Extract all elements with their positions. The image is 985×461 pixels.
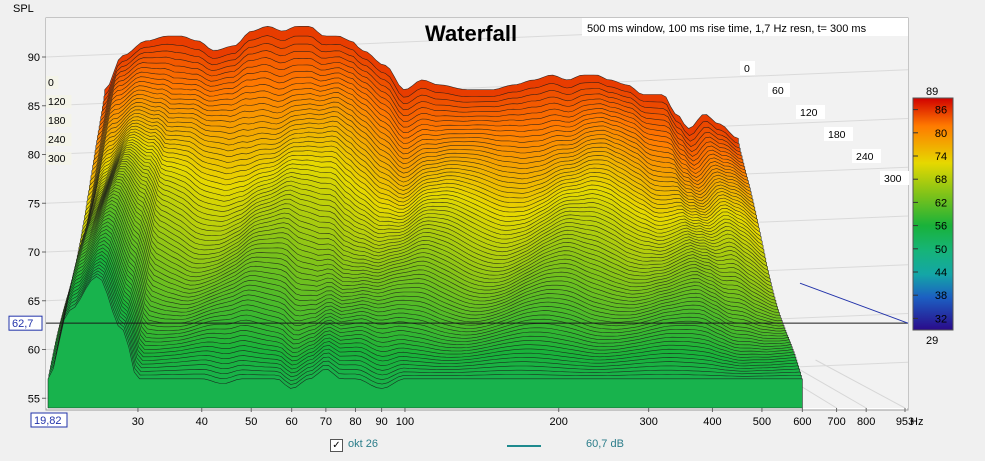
waterfall-slice [47,276,803,409]
series-value: 60,7 dB [586,438,624,450]
time-label: 60 [772,85,784,97]
series-swatch [507,445,541,447]
waterfall-slices [47,25,803,409]
series-checkbox[interactable]: ✓ [330,439,343,452]
time-left-label: 300 [48,153,66,165]
time-left-label: 240 [48,134,66,146]
time-left-label-box [46,76,59,89]
x-tick-label: 400 [703,416,721,428]
time-label-box [740,61,755,75]
time-label-box [880,171,909,185]
y-tick-label: 90 [28,52,40,64]
x-tick-label: 200 [550,416,568,428]
waterfall-slice [49,270,801,406]
x-tick-label: 60 [286,416,298,428]
x-tick-label: 100 [396,416,414,428]
y-axis-label: SPL [13,3,34,15]
colorbar-tick-label: 62 [935,197,947,209]
time-left-label: 180 [48,115,66,127]
x-axis-unit: Hz [910,416,923,428]
time-axis-labels: 0 60 120 180 240 300 [740,61,909,185]
colorbar-min-label: 29 [926,335,938,347]
time-left-label-box [46,114,72,127]
x-tick-label: 50 [245,416,257,428]
x-tick-label: 700 [827,416,845,428]
colorbar-tick-label: 56 [935,221,947,233]
colorbar-tick-label: 50 [935,244,947,256]
time-axis-left-labels: 0 120 180 240 300 [46,76,72,165]
time-label: 180 [828,129,846,141]
colorbar-tick-label: 68 [935,174,947,186]
colorbar-tick-label: 74 [935,151,947,163]
time-label-box [768,83,790,97]
floor-grid-line [815,359,906,409]
colorbar-tick-label: 44 [935,267,947,279]
cursor-x-readout: 19,82 [34,415,62,427]
x-tick-label: 300 [639,416,657,428]
x-tick-label: 30 [132,416,144,428]
colorbar-ticks: 86 80 74 68 62 56 50 44 38 32 [913,105,947,325]
time-left-label: 120 [48,96,66,108]
waterfall-chart: SPL 55 60 65 70 75 80 85 90 30 40 50 60 70 80 90 100 20… [8,3,954,428]
x-tick-label: 500 [753,416,771,428]
legend: ✓ okt 26 60,7 dB [0,436,985,458]
x-tick-label: 600 [793,416,811,428]
subtitle-box [582,18,908,36]
x-tick-label: 70 [320,416,332,428]
cursor-x-readout-box[interactable] [30,412,68,428]
cursor-depth-line [799,282,909,324]
colorbar-tick-label: 32 [935,313,947,325]
colorbar-tick-label: 38 [935,290,947,302]
time-label: 0 [744,63,750,75]
y-tick-label: 85 [28,101,40,113]
y-tick-label: 80 [28,150,40,162]
series-name: okt 26 [348,438,378,450]
time-label-box [852,149,881,163]
colorbar[interactable] [912,97,954,331]
time-label: 240 [856,151,874,163]
time-left-label-box [46,152,72,165]
time-left-label-box [46,95,72,108]
colorbar-max-label: 89 [926,86,938,98]
time-label: 120 [800,107,818,119]
y-tick-label: 70 [28,247,40,259]
time-label: 300 [884,173,902,185]
x-tick-label: 800 [857,416,875,428]
chart-subtitle: 500 ms window, 100 ms rise time, 1,7 Hz … [587,23,867,35]
cursor-y-readout: 62,7 [12,318,33,330]
colorbar-tick-label: 80 [935,128,947,140]
x-tick-label: 40 [196,416,208,428]
time-left-label: 0 [48,77,54,89]
y-tick-label: 65 [28,296,40,308]
y-axis-ticks: 55 60 65 70 75 80 85 90 [28,52,46,405]
x-tick-label: 953 [896,416,914,428]
y-tick-label: 60 [28,345,40,357]
time-left-label-box [46,133,72,146]
chart-title: Waterfall [425,21,517,46]
y-tick-label: 75 [28,198,40,210]
time-label-box [796,105,825,119]
colorbar-tick-label: 86 [935,105,947,117]
y-tick-label: 55 [28,393,40,405]
time-label-box [824,127,853,141]
x-tick-label: 80 [349,416,361,428]
cursor-y-readout-box[interactable] [8,315,43,331]
x-tick-label: 90 [375,416,387,428]
x-axis-ticks: 30 40 50 60 70 80 90 100 200 300 400 500 600 700 800 95… [132,408,914,428]
